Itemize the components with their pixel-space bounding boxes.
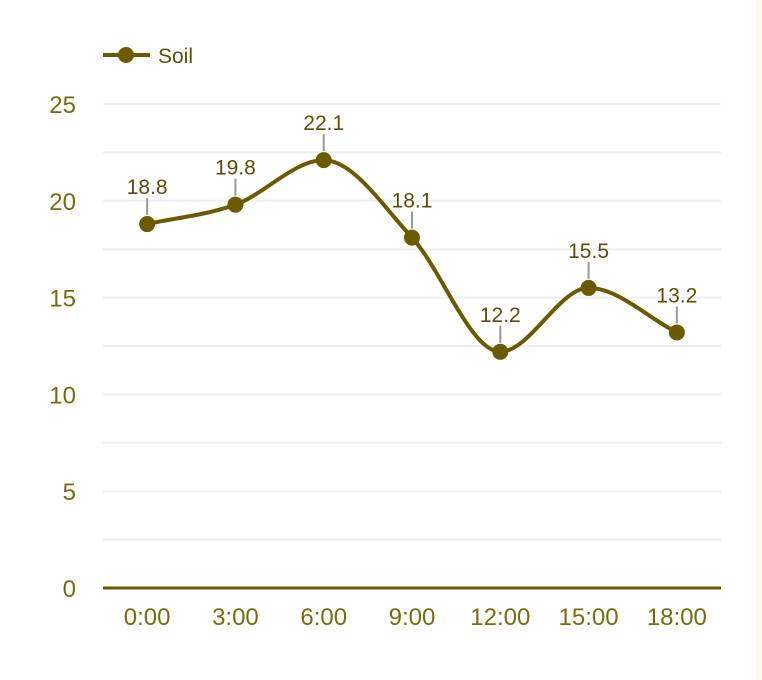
y-tick-label: 0 [63,576,76,603]
x-tick-label: 12:00 [470,604,530,631]
series-soil [139,152,685,360]
y-tick-label: 10 [49,382,76,409]
y-tick-label: 25 [49,92,76,119]
x-tick-label: 9:00 [389,604,436,631]
x-tick-label: 6:00 [300,604,347,631]
data-label: 15.5 [568,240,609,263]
x-tick-label: 18:00 [647,604,707,631]
grid-lines [103,103,721,541]
y-axis: 0 5 10 15 20 25 [49,92,76,603]
data-point [227,196,244,213]
x-axis: 0:00 3:00 6:00 9:00 12:00 15:00 18:00 [103,586,721,631]
data-label: 22.1 [303,112,344,135]
legend-marker [118,47,134,63]
x-tick-label: 15:00 [559,604,619,631]
data-point [315,152,332,169]
data-label: 12.2 [480,304,521,327]
data-point [139,216,156,233]
y-tick-label: 5 [63,479,76,506]
x-tick-label: 3:00 [212,604,259,631]
legend[interactable]: Soil [103,45,193,68]
x-tick-label: 0:00 [124,604,171,631]
y-tick-label: 15 [49,286,76,313]
data-label: 18.8 [127,176,168,199]
y-tick-label: 20 [49,189,76,216]
data-label: 18.1 [392,190,433,213]
data-point [404,229,420,246]
data-label: 19.8 [215,157,256,180]
data-labels: 18.8 19.8 22.1 18.1 12.2 15.5 13.2 [127,112,697,343]
legend-label: Soil [158,45,193,68]
data-point [580,279,597,296]
data-point [668,324,685,341]
data-point [492,343,509,360]
card-edge [756,0,762,680]
data-label: 13.2 [656,284,697,307]
